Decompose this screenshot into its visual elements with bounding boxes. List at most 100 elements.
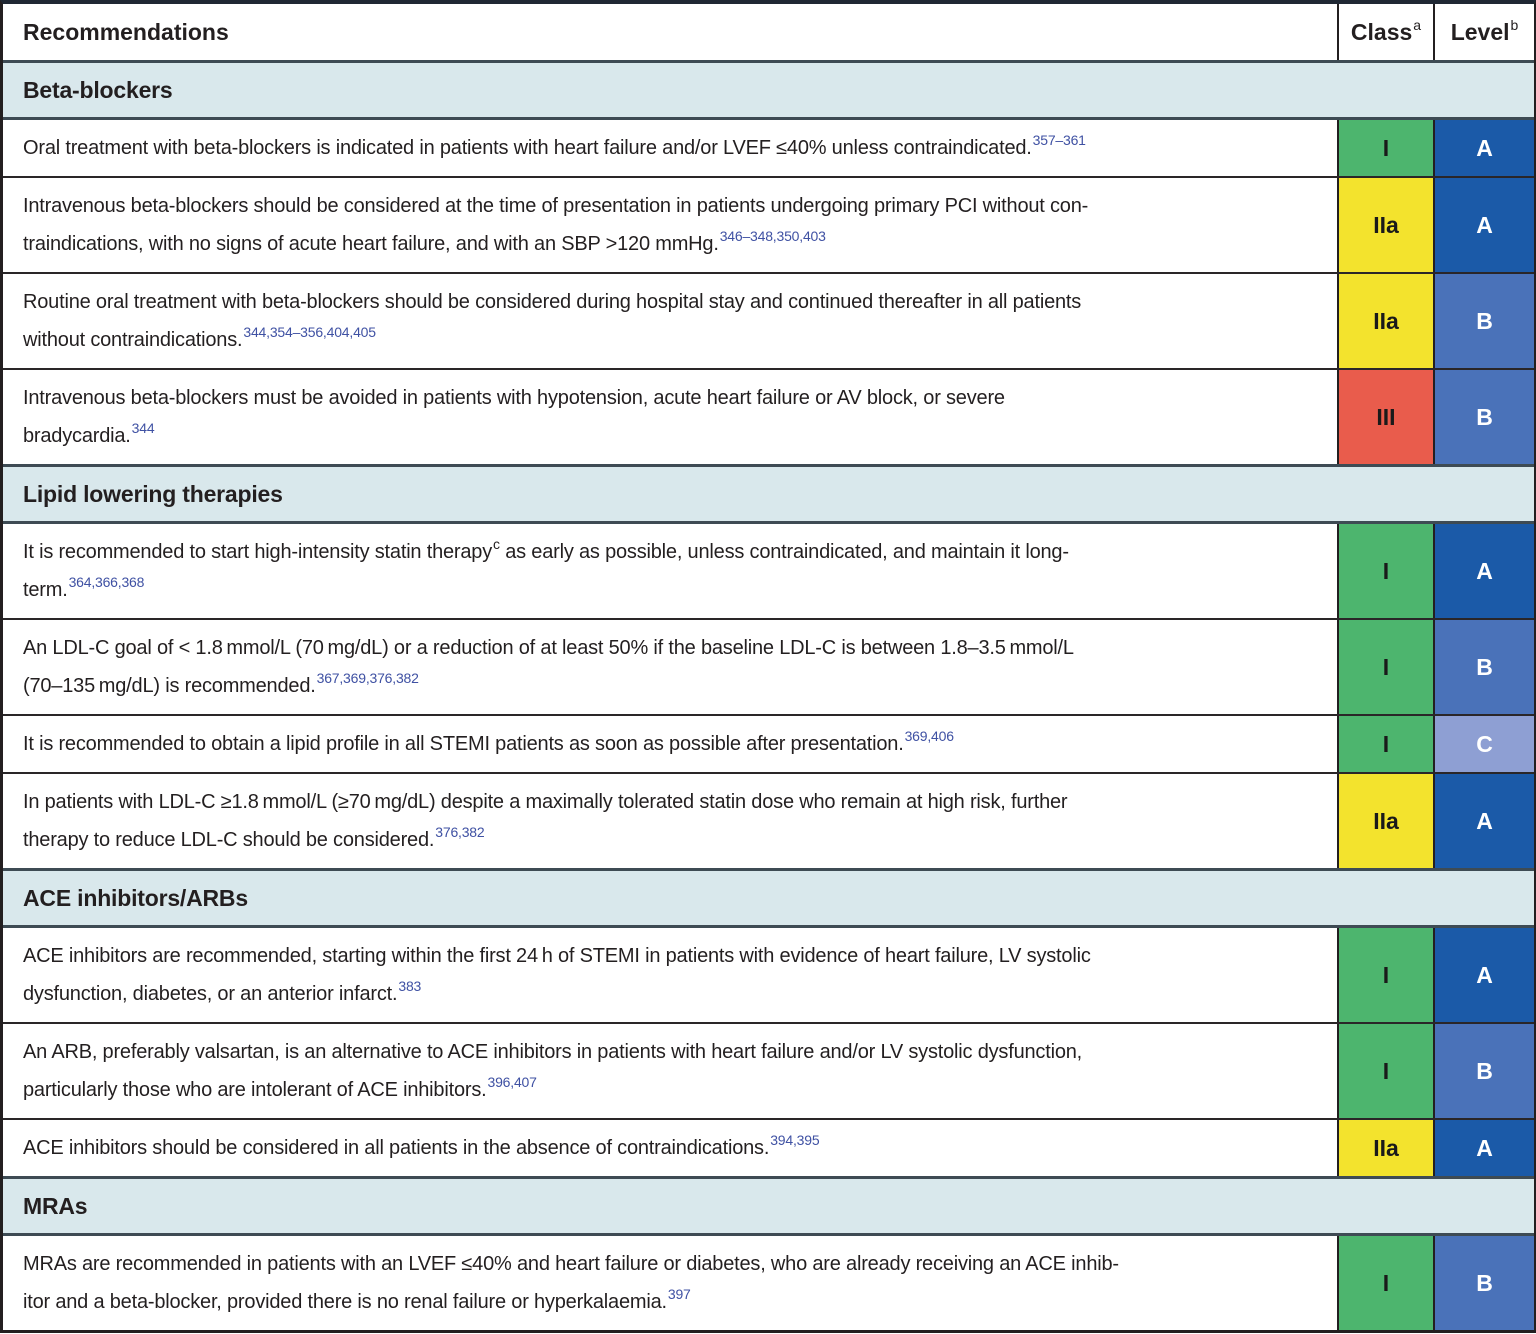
class-cell: I [1337, 1024, 1433, 1118]
header-recommendations-label: Recommendations [23, 18, 229, 45]
recommendation-line: itor and a beta-blocker, provided there … [23, 1286, 691, 1313]
recommendation-text: It is recommended to start high-intensit… [3, 524, 1337, 618]
level-cell: B [1433, 274, 1534, 368]
recommendation-line: It is recommended to obtain a lipid prof… [23, 728, 954, 755]
level-cell: B [1433, 370, 1534, 464]
level-cell: A [1433, 774, 1534, 868]
header-level: Level b [1433, 4, 1534, 60]
recommendation-line: ACE inhibitors should be considered in a… [23, 1132, 820, 1159]
reference-superscript[interactable]: 364,366,368 [68, 574, 145, 591]
reference-superscript[interactable]: 367,369,376,382 [316, 670, 419, 687]
recommendation-line: In patients with LDL-C ≥1.8 mmol/L (≥70 … [23, 791, 1068, 813]
recommendation-line: It is recommended to start high-intensit… [23, 536, 1069, 563]
level-cell: A [1433, 524, 1534, 618]
recommendation-row: MRAs are recommended in patients with an… [3, 1233, 1534, 1330]
section-title: Lipid lowering therapies [3, 467, 1534, 521]
recommendation-row: Intravenous beta-blockers should be cons… [3, 176, 1534, 272]
section-header-row: Beta-blockers [3, 60, 1534, 117]
footnote-superscript: c [493, 536, 500, 553]
recommendation-row: An ARB, preferably valsartan, is an alte… [3, 1022, 1534, 1118]
recommendation-text: An ARB, preferably valsartan, is an alte… [3, 1024, 1337, 1118]
level-cell: A [1433, 928, 1534, 1022]
recommendation-row: Oral treatment with beta-blockers is ind… [3, 117, 1534, 176]
recommendation-line: Routine oral treatment with beta-blocker… [23, 291, 1082, 313]
recommendation-text: In patients with LDL-C ≥1.8 mmol/L (≥70 … [3, 774, 1337, 868]
section-title: Beta-blockers [3, 63, 1534, 117]
recommendation-line: traindications, with no signs of acute h… [23, 228, 826, 255]
class-cell: I [1337, 120, 1433, 176]
recommendation-text: ACE inhibitors should be considered in a… [3, 1120, 1337, 1176]
level-cell: A [1433, 1120, 1534, 1176]
recommendation-line: without contraindications.344,354–356,40… [23, 324, 376, 351]
recommendation-text: Intravenous beta-blockers should be cons… [3, 178, 1337, 272]
class-cell: I [1337, 928, 1433, 1022]
recommendation-line: ACE inhibitors are recommended, starting… [23, 945, 1091, 967]
header-recommendations: Recommendations [3, 4, 1337, 60]
section-title: ACE inhibitors/ARBs [3, 871, 1534, 925]
recommendation-row: Routine oral treatment with beta-blocker… [3, 272, 1534, 368]
recommendation-line: particularly those who are intolerant of… [23, 1074, 537, 1101]
reference-superscript[interactable]: 383 [398, 978, 422, 995]
recommendation-row: An LDL-C goal of < 1.8 mmol/L (70 mg/dL)… [3, 618, 1534, 714]
header-class-label: Class [1350, 18, 1413, 45]
class-cell: IIa [1337, 1120, 1433, 1176]
recommendation-line: Oral treatment with beta-blockers is ind… [23, 132, 1086, 159]
recommendation-line: therapy to reduce LDL-C should be consid… [23, 824, 485, 851]
class-cell: IIa [1337, 274, 1433, 368]
recommendation-text: Routine oral treatment with beta-blocker… [3, 274, 1337, 368]
recommendation-row: ACE inhibitors are recommended, starting… [3, 925, 1534, 1022]
recommendation-line: (70–135 mg/dL) is recommended.367,369,37… [23, 670, 419, 697]
level-cell: B [1433, 1236, 1534, 1330]
recommendation-row: ACE inhibitors should be considered in a… [3, 1118, 1534, 1176]
recommendation-text: ACE inhibitors are recommended, starting… [3, 928, 1337, 1022]
recommendation-line: An ARB, preferably valsartan, is an alte… [23, 1041, 1083, 1063]
class-cell: IIa [1337, 774, 1433, 868]
recommendation-text: MRAs are recommended in patients with an… [3, 1236, 1337, 1330]
level-cell: B [1433, 1024, 1534, 1118]
recommendation-row: Intravenous beta-blockers must be avoide… [3, 368, 1534, 464]
level-cell: A [1433, 120, 1534, 176]
reference-superscript[interactable]: 357–361 [1032, 132, 1086, 149]
recommendation-row: In patients with LDL-C ≥1.8 mmol/L (≥70 … [3, 772, 1534, 868]
recommendation-text: It is recommended to obtain a lipid prof… [3, 716, 1337, 772]
class-cell: IIa [1337, 178, 1433, 272]
recommendation-text: Intravenous beta-blockers must be avoide… [3, 370, 1337, 464]
level-cell: C [1433, 716, 1534, 772]
recommendation-line: term.364,366,368 [23, 574, 145, 601]
class-cell: I [1337, 620, 1433, 714]
recommendation-line: Intravenous beta-blockers must be avoide… [23, 387, 1005, 409]
recommendation-row: It is recommended to start high-intensit… [3, 521, 1534, 618]
class-cell: III [1337, 370, 1433, 464]
section-title: MRAs [3, 1179, 1534, 1233]
recommendation-line: dysfunction, diabetes, or an anterior in… [23, 978, 422, 1005]
recommendation-line: MRAs are recommended in patients with an… [23, 1253, 1119, 1275]
recommendation-line: An LDL-C goal of < 1.8 mmol/L (70 mg/dL)… [23, 637, 1074, 659]
recommendation-text: An LDL-C goal of < 1.8 mmol/L (70 mg/dL)… [3, 620, 1337, 714]
recommendation-line: bradycardia.344 [23, 420, 155, 447]
section-header-row: MRAs [3, 1176, 1534, 1233]
reference-superscript[interactable]: 369,406 [904, 728, 954, 745]
reference-superscript[interactable]: 394,395 [770, 1132, 820, 1149]
reference-superscript[interactable]: 396,407 [487, 1074, 537, 1091]
class-cell: I [1337, 1236, 1433, 1330]
reference-superscript[interactable]: 346–348,350,403 [719, 228, 826, 245]
table-header-row: Recommendations Class a Level b [3, 4, 1534, 60]
header-level-footnote-marker: b [1510, 17, 1519, 33]
reference-superscript[interactable]: 397 [667, 1286, 691, 1303]
level-cell: B [1433, 620, 1534, 714]
section-header-row: ACE inhibitors/ARBs [3, 868, 1534, 925]
reference-superscript[interactable]: 344,354–356,404,405 [243, 324, 376, 341]
header-class-footnote-marker: a [1413, 17, 1422, 33]
header-class: Class a [1337, 4, 1433, 60]
class-cell: I [1337, 716, 1433, 772]
reference-superscript[interactable]: 344 [131, 420, 155, 437]
recommendation-row: It is recommended to obtain a lipid prof… [3, 714, 1534, 772]
header-level-label: Level [1450, 18, 1510, 45]
recommendation-text: Oral treatment with beta-blockers is ind… [3, 120, 1337, 176]
section-header-row: Lipid lowering therapies [3, 464, 1534, 521]
reference-superscript[interactable]: 376,382 [435, 824, 485, 841]
recommendation-line: Intravenous beta-blockers should be cons… [23, 195, 1089, 217]
class-cell: I [1337, 524, 1433, 618]
level-cell: A [1433, 178, 1534, 272]
